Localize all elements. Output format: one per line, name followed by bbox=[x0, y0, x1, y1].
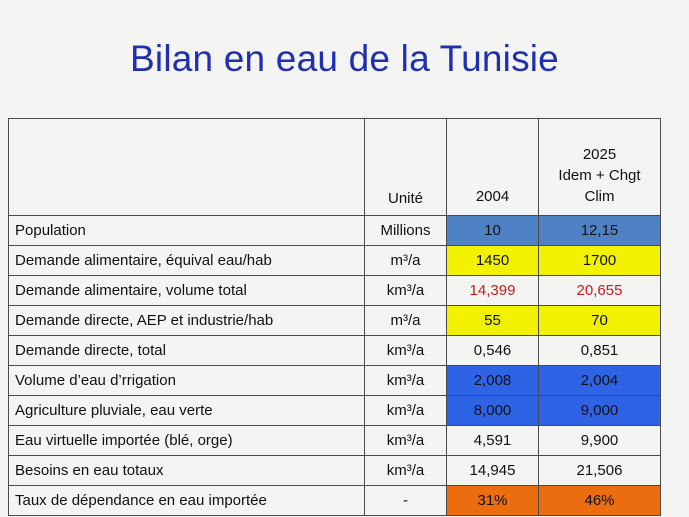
row-unit: km³/a bbox=[364, 365, 447, 396]
value-2004: 14,399 bbox=[446, 275, 539, 306]
row-unit: Millions bbox=[364, 215, 447, 246]
value-2025: 46% bbox=[538, 485, 661, 516]
value-2025: 0,851 bbox=[538, 335, 661, 366]
value-2004: 2,008 bbox=[446, 365, 539, 396]
value-2004: 4,591 bbox=[446, 425, 539, 456]
row-unit: m³/a bbox=[364, 305, 447, 336]
water-balance-table: Unité 2004 2025 Idem + Chgt Clim Populat… bbox=[8, 118, 661, 516]
row-label: Besoins en eau totaux bbox=[8, 455, 365, 486]
table-row: Agriculture pluviale, eau verte km³/a 8,00… bbox=[8, 395, 661, 426]
header-2004: 2004 bbox=[446, 118, 539, 216]
table-body: Population Millions 10 12,15 Demande aliment… bbox=[8, 215, 661, 516]
header-2025-line2: Idem + Chgt bbox=[558, 167, 641, 184]
row-unit: m³/a bbox=[364, 245, 447, 276]
value-2025: 70 bbox=[538, 305, 661, 336]
slide-title: Bilan en eau de la Tunisie bbox=[130, 38, 559, 79]
table-row: Demande directe, total km³/a 0,546 0,851 bbox=[8, 335, 661, 366]
value-2025: 9,900 bbox=[538, 425, 661, 456]
value-2004: 8,000 bbox=[446, 395, 539, 426]
table-row: Eau virtuelle importée (blé, orge) km³/a 4… bbox=[8, 425, 661, 456]
value-2025: 9,000 bbox=[538, 395, 661, 426]
table-row: Demande directe, AEP et industrie/hab m³/… bbox=[8, 305, 661, 336]
value-2004: 31% bbox=[446, 485, 539, 516]
row-label: Demande alimentaire, volume total bbox=[8, 275, 365, 306]
table-row: Demande alimentaire, équival eau/hab m³/a… bbox=[8, 245, 661, 276]
table-row: Volume d’eau d’rrigation km³/a 2,008 2,004 bbox=[8, 365, 661, 396]
row-unit: km³/a bbox=[364, 395, 447, 426]
row-label: Demande directe, total bbox=[8, 335, 365, 366]
value-2025: 2,004 bbox=[538, 365, 661, 396]
row-label: Demande alimentaire, équival eau/hab bbox=[8, 245, 365, 276]
row-label: Eau virtuelle importée (blé, orge) bbox=[8, 425, 365, 456]
value-2004: 14,945 bbox=[446, 455, 539, 486]
table-row: Demande alimentaire, volume total km³/a 14… bbox=[8, 275, 661, 306]
value-2025: 21,506 bbox=[538, 455, 661, 486]
row-label: Demande directe, AEP et industrie/hab bbox=[8, 305, 365, 336]
row-unit: km³/a bbox=[364, 275, 447, 306]
row-unit: km³/a bbox=[364, 425, 447, 456]
row-unit: km³/a bbox=[364, 455, 447, 486]
row-label: Agriculture pluviale, eau verte bbox=[8, 395, 365, 426]
value-2025: 12,15 bbox=[538, 215, 661, 246]
value-2025: 20,655 bbox=[538, 275, 661, 306]
row-unit: - bbox=[364, 485, 447, 516]
table-row: Taux de dépendance en eau importée -31% 46… bbox=[8, 485, 661, 516]
value-2025: 1700 bbox=[538, 245, 661, 276]
row-label: Volume d’eau d’rrigation bbox=[8, 365, 365, 396]
value-2004: 1450 bbox=[446, 245, 539, 276]
header-2025-line3: Clim bbox=[584, 188, 615, 205]
value-2004: 10 bbox=[446, 215, 539, 246]
header-row: Unité 2004 2025 Idem + Chgt Clim bbox=[8, 118, 661, 216]
value-2004: 0,546 bbox=[446, 335, 539, 366]
row-unit: km³/a bbox=[364, 335, 447, 366]
header-label bbox=[8, 118, 365, 216]
row-label: Population bbox=[8, 215, 365, 246]
row-label: Taux de dépendance en eau importée bbox=[8, 485, 365, 516]
table-row: Besoins en eau totaux km³/a 14,945 21,506 bbox=[8, 455, 661, 486]
value-2004: 55 bbox=[446, 305, 539, 336]
header-2025: 2025 Idem + Chgt Clim bbox=[538, 118, 661, 216]
table-row: Population Millions 10 12,15 bbox=[8, 215, 661, 246]
header-unit: Unité bbox=[364, 118, 447, 216]
header-2025-line1: 2025 bbox=[582, 146, 617, 163]
